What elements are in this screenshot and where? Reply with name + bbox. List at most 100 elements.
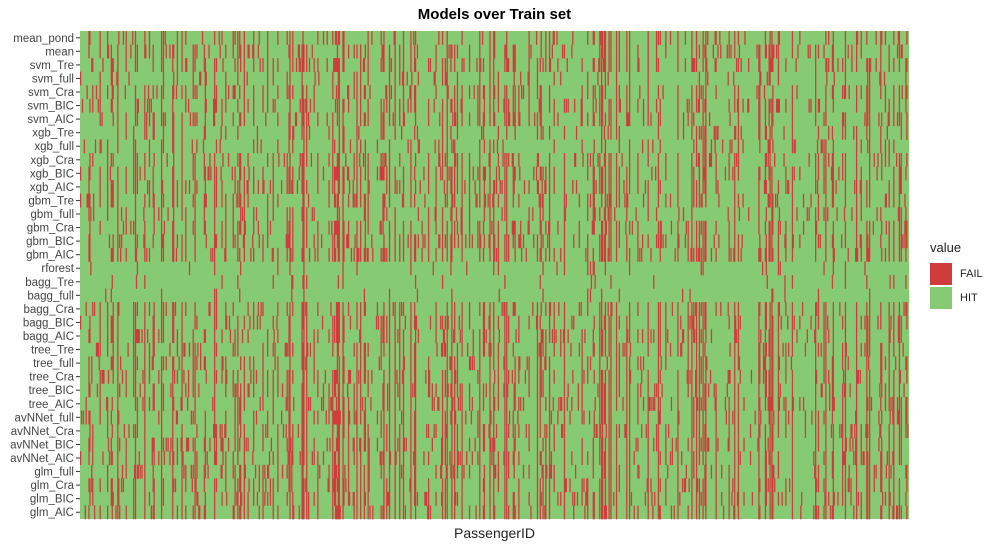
fail-cell	[479, 247, 481, 262]
fail-cell	[144, 342, 146, 357]
fail-cell	[677, 369, 679, 384]
fail-cell	[716, 125, 718, 140]
fail-cell	[893, 369, 895, 384]
fail-cell	[742, 98, 744, 113]
fail-cell	[539, 112, 541, 127]
fail-cell	[332, 112, 334, 127]
fail-cell	[657, 58, 660, 72]
fail-cell	[338, 112, 340, 127]
fail-cell	[906, 85, 908, 100]
fail-cell	[851, 424, 853, 438]
fail-cell	[900, 315, 902, 330]
fail-cell	[461, 410, 463, 425]
fail-cell	[785, 302, 787, 316]
fail-cell	[160, 424, 163, 438]
fail-cell	[337, 71, 340, 86]
fail-cell	[587, 302, 589, 316]
fail-cell	[234, 166, 236, 181]
fail-cell	[867, 478, 869, 493]
fail-cell	[860, 247, 862, 262]
fail-cell	[112, 329, 114, 344]
fail-cell	[262, 342, 264, 357]
fail-cell	[677, 31, 679, 45]
fail-cell	[514, 424, 516, 438]
fail-cell	[237, 234, 239, 249]
fail-cell	[593, 315, 595, 330]
fail-cell	[204, 71, 206, 86]
fail-cell	[814, 329, 816, 344]
fail-cell	[286, 234, 288, 249]
fail-cell	[414, 410, 417, 425]
fail-cell	[705, 220, 707, 235]
fail-cell	[364, 44, 366, 59]
fail-cell	[599, 383, 601, 398]
fail-cell	[253, 180, 255, 194]
fail-cell	[657, 153, 660, 167]
fail-cell	[450, 207, 452, 222]
fail-cell	[447, 383, 449, 398]
fail-cell	[152, 315, 154, 330]
fail-cell	[225, 247, 227, 262]
fail-cell	[817, 437, 820, 452]
fail-cell	[825, 247, 827, 262]
fail-cell	[400, 125, 403, 140]
fail-cell	[506, 166, 508, 181]
fail-cell	[489, 220, 491, 235]
fail-cell	[267, 369, 269, 384]
fail-cell	[144, 410, 146, 425]
fail-cell	[468, 437, 471, 452]
fail-cell	[844, 193, 847, 208]
fail-cell	[589, 153, 592, 167]
fail-cell	[203, 356, 206, 371]
fail-cell	[698, 44, 701, 59]
fail-cell	[386, 437, 388, 452]
fail-cell	[427, 424, 430, 438]
fail-cell	[176, 31, 179, 45]
fail-cell	[545, 437, 547, 452]
fail-cell	[901, 234, 903, 249]
fail-cell	[192, 356, 194, 371]
fail-cell	[313, 451, 315, 466]
fail-cell	[563, 247, 566, 262]
fail-cell	[678, 234, 680, 249]
fail-cell	[160, 193, 163, 208]
fail-cell	[698, 410, 701, 425]
fail-cell	[607, 207, 609, 222]
fail-cell	[536, 397, 539, 411]
fail-cell	[402, 342, 405, 357]
fail-cell	[187, 98, 190, 113]
fail-cell	[194, 315, 196, 330]
fail-cell	[229, 329, 232, 344]
fail-cell	[479, 220, 481, 235]
fail-cell	[501, 207, 503, 222]
fail-cell	[530, 44, 532, 59]
fail-cell	[506, 342, 508, 357]
fail-cell	[517, 410, 519, 425]
fail-cell	[553, 112, 555, 127]
fail-cell	[394, 125, 396, 140]
fail-cell	[402, 58, 405, 72]
fail-cell	[628, 44, 631, 59]
fail-cell	[892, 397, 894, 411]
fail-cell	[497, 356, 500, 371]
fail-cell	[232, 112, 234, 127]
fail-cell	[343, 356, 345, 371]
fail-cell	[342, 383, 344, 398]
fail-cell	[122, 31, 125, 45]
fail-cell	[503, 451, 505, 466]
fail-cell	[363, 342, 366, 357]
fail-cell	[302, 451, 304, 466]
fail-cell	[332, 315, 334, 330]
fail-cell	[880, 234, 882, 249]
fail-cell	[461, 153, 463, 167]
fail-cell	[359, 437, 361, 452]
fail-cell	[267, 383, 269, 398]
fail-cell	[417, 234, 420, 249]
fail-cell	[896, 44, 899, 59]
fail-cell	[881, 356, 883, 371]
fail-cell	[427, 180, 430, 194]
fail-cell	[734, 315, 736, 330]
fail-cell	[507, 369, 510, 384]
fail-cell	[328, 329, 330, 344]
